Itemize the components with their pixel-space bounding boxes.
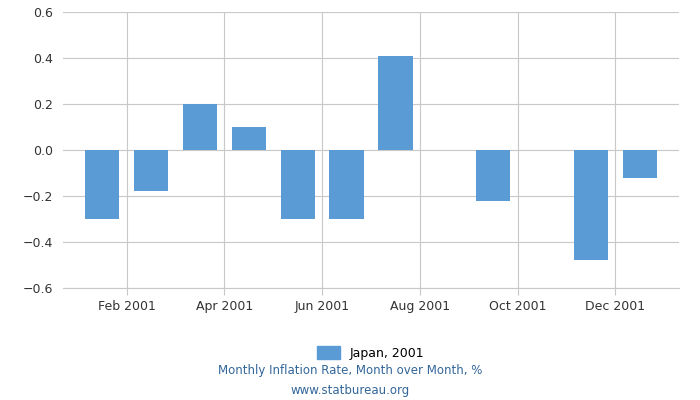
Text: www.statbureau.org: www.statbureau.org <box>290 384 410 397</box>
Bar <box>623 150 657 178</box>
Text: Monthly Inflation Rate, Month over Month, %: Monthly Inflation Rate, Month over Month… <box>218 364 482 377</box>
Bar <box>183 104 217 150</box>
Bar <box>378 56 412 150</box>
Bar <box>574 150 608 260</box>
Bar <box>134 150 168 192</box>
Bar <box>330 150 364 219</box>
Bar <box>232 127 266 150</box>
Legend: Japan, 2001: Japan, 2001 <box>312 341 430 365</box>
Bar <box>281 150 315 219</box>
Bar <box>85 150 119 219</box>
Bar <box>476 150 510 201</box>
